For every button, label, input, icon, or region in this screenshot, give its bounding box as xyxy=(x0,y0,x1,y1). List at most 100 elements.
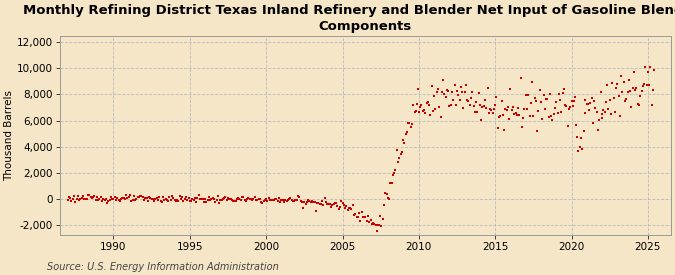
Point xyxy=(265,198,275,202)
Point xyxy=(387,173,398,177)
Point xyxy=(203,195,214,200)
Point xyxy=(434,105,445,109)
Point xyxy=(460,83,471,87)
Point xyxy=(323,202,334,207)
Point xyxy=(112,196,123,200)
Point xyxy=(456,85,466,89)
Point xyxy=(182,197,192,202)
Point xyxy=(259,199,269,204)
Point xyxy=(468,104,479,109)
Point xyxy=(589,99,599,103)
Point xyxy=(368,221,379,225)
Point xyxy=(377,216,388,221)
Point xyxy=(392,148,402,153)
Point xyxy=(76,196,87,200)
Point xyxy=(169,197,180,202)
Point xyxy=(529,96,540,101)
Point xyxy=(294,194,304,199)
Point xyxy=(493,114,504,119)
Point xyxy=(365,218,376,222)
Point xyxy=(335,205,346,209)
Point xyxy=(576,136,587,141)
Point xyxy=(523,93,534,97)
Point xyxy=(616,73,626,78)
Point xyxy=(449,83,460,88)
Point xyxy=(325,202,335,207)
Point xyxy=(86,196,97,200)
Point xyxy=(607,80,618,85)
Point xyxy=(380,191,391,195)
Point xyxy=(225,197,236,201)
Point xyxy=(223,196,234,200)
Point xyxy=(634,103,645,107)
Point xyxy=(390,168,401,172)
Point xyxy=(417,108,428,113)
Point xyxy=(345,205,356,210)
Point xyxy=(492,125,503,130)
Point xyxy=(325,204,336,209)
Point xyxy=(385,180,396,185)
Point xyxy=(142,199,153,203)
Point xyxy=(531,99,541,103)
Point xyxy=(381,192,392,197)
Point xyxy=(94,197,105,202)
Point xyxy=(209,197,219,201)
Point xyxy=(370,223,381,227)
Point xyxy=(358,215,369,219)
Point xyxy=(448,98,458,102)
Point xyxy=(314,202,325,206)
Point xyxy=(66,198,77,203)
Point xyxy=(118,196,129,200)
Point xyxy=(98,196,109,201)
Point xyxy=(180,197,190,201)
Point xyxy=(295,199,306,204)
Point xyxy=(290,198,301,202)
Point xyxy=(352,215,363,219)
Point xyxy=(587,96,597,100)
Point xyxy=(117,196,128,200)
Point xyxy=(188,197,199,202)
Point xyxy=(584,107,595,112)
Point xyxy=(618,79,629,84)
Point xyxy=(467,89,478,94)
Point xyxy=(598,108,609,112)
Point xyxy=(475,103,485,108)
Point xyxy=(92,198,103,203)
Point xyxy=(329,201,340,205)
Point xyxy=(135,194,146,198)
Point xyxy=(304,199,315,204)
Point xyxy=(131,196,142,201)
Point xyxy=(317,199,327,204)
Point xyxy=(569,98,580,103)
Point xyxy=(230,199,241,203)
Point xyxy=(367,222,377,226)
Point xyxy=(599,110,610,115)
Point xyxy=(292,198,302,202)
Point xyxy=(516,125,527,129)
Point xyxy=(580,98,591,102)
Point xyxy=(202,198,213,202)
Point xyxy=(579,111,590,115)
Point xyxy=(452,89,462,93)
Point xyxy=(88,195,99,199)
Point xyxy=(80,197,91,201)
Point xyxy=(552,111,563,115)
Point xyxy=(528,113,539,118)
Point xyxy=(641,82,652,87)
Point xyxy=(62,198,73,202)
Point xyxy=(554,92,564,97)
Point xyxy=(242,197,252,202)
Point xyxy=(614,114,625,119)
Point xyxy=(111,198,122,202)
Point xyxy=(150,196,161,201)
Point xyxy=(624,78,634,82)
Point xyxy=(92,194,103,199)
Point xyxy=(318,203,329,207)
Point xyxy=(574,144,585,149)
Point xyxy=(543,115,554,120)
Point xyxy=(585,101,596,105)
Point xyxy=(104,197,115,202)
Point xyxy=(344,206,354,210)
Point xyxy=(336,199,347,204)
Point xyxy=(171,198,182,202)
